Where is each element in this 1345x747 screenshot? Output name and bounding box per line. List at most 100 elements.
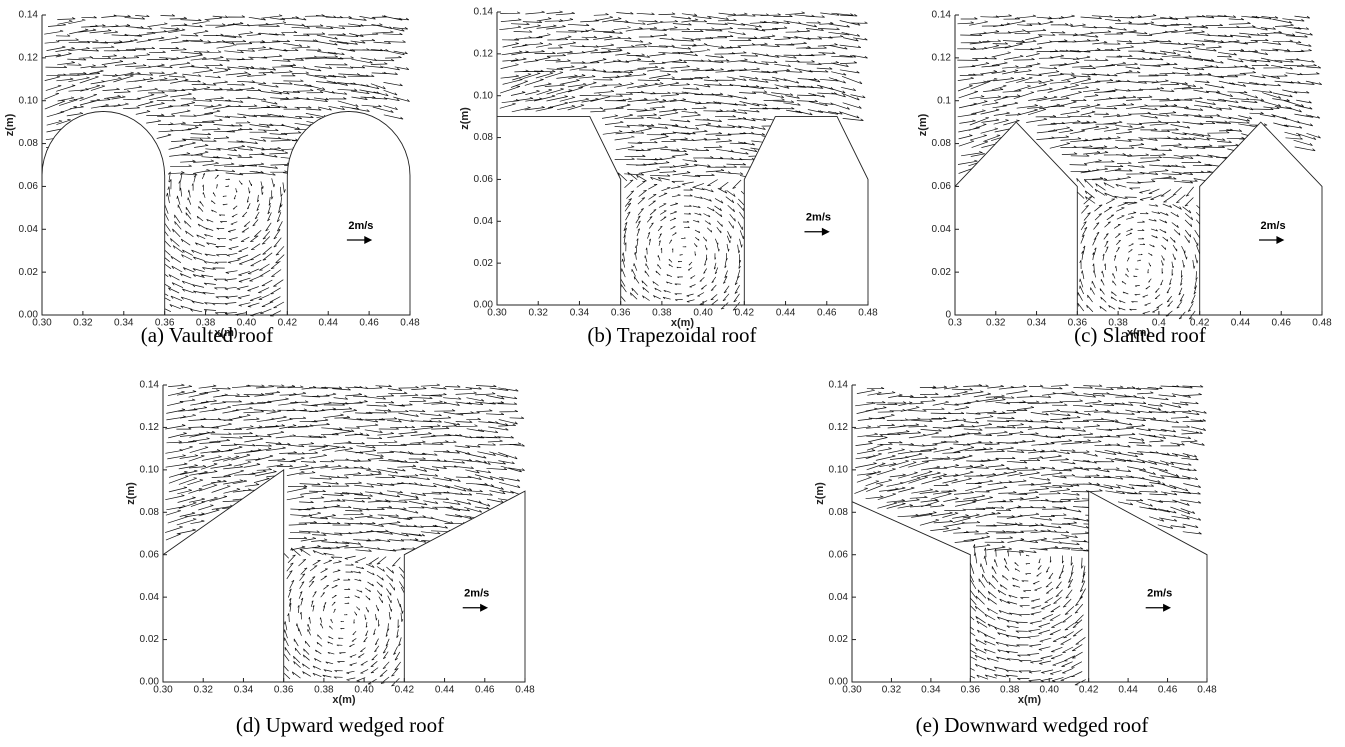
y-tick-label: 0.06 (829, 549, 849, 560)
x-tick-label: 0.36 (961, 685, 981, 696)
reference-label: 2m/s (464, 588, 489, 600)
y-tick-label: 0.12 (829, 422, 849, 433)
x-tick-label: 0.44 (1118, 685, 1138, 696)
x-tick-label: 0.40 (693, 308, 713, 319)
building (497, 117, 621, 305)
x-tick-label: 0.34 (570, 308, 590, 319)
building (42, 111, 165, 315)
x-tick-label: 0.48 (1312, 318, 1332, 329)
x-tick-label: 0.44 (435, 685, 455, 696)
x-tick-label: 0.32 (882, 685, 902, 696)
figure: 0.300.320.340.360.380.400.420.440.460.48… (0, 0, 1345, 747)
x-axis-label: x(m) (1018, 694, 1042, 706)
y-tick-label: 0.12 (19, 52, 39, 63)
y-tick-label: 0.02 (19, 267, 39, 278)
caption: (c) Slanted roof (1074, 323, 1206, 347)
y-axis-label: z(m) (917, 113, 929, 136)
building (955, 122, 1077, 315)
y-tick-label: 0.14 (829, 380, 849, 391)
y-tick-label: 0.12 (474, 48, 494, 59)
x-tick-label: 0.42 (395, 685, 415, 696)
x-tick-label: 0.42 (278, 318, 298, 329)
x-tick-label: 0.44 (776, 308, 796, 319)
y-tick-label: 0.08 (140, 507, 160, 518)
y-tick-label: 0.00 (474, 300, 494, 311)
x-tick-label: 0.44 (318, 318, 338, 329)
y-tick-label: 0.00 (140, 677, 160, 688)
y-tick-label: 0.06 (140, 549, 160, 560)
x-tick-label: 0.44 (1231, 318, 1251, 329)
y-tick-label: 0.06 (474, 174, 494, 185)
x-tick-label: 0.32 (193, 685, 213, 696)
x-tick-label: 0.32 (986, 318, 1006, 329)
x-tick-label: 0.40 (1039, 685, 1059, 696)
x-tick-label: 0.46 (475, 685, 495, 696)
y-tick-label: 0.14 (932, 10, 952, 21)
y-tick-label: 0.12 (140, 422, 160, 433)
building (852, 502, 970, 682)
y-tick-label: 0.14 (474, 7, 494, 18)
building (287, 111, 410, 315)
x-tick-label: 0.42 (1079, 685, 1099, 696)
x-tick-label: 0.46 (1271, 318, 1291, 329)
reference-label: 2m/s (348, 220, 373, 232)
y-tick-label: 0.02 (474, 258, 494, 269)
y-tick-label: 0.02 (932, 267, 952, 278)
y-tick-label: 0.08 (829, 507, 849, 518)
x-tick-label: 0.42 (735, 308, 755, 319)
x-tick-label: 0.34 (114, 318, 134, 329)
x-tick-label: 0.48 (858, 308, 878, 319)
x-tick-label: 0.48 (1197, 685, 1217, 696)
reference-label: 2m/s (1147, 588, 1172, 600)
x-tick-label: 0.34 (234, 685, 254, 696)
building (1200, 122, 1322, 315)
reference-label: 2m/s (1260, 220, 1285, 232)
caption: (e) Downward wedged roof (916, 713, 1149, 737)
y-tick-label: 0.10 (19, 95, 39, 106)
y-tick-label: 0.10 (474, 90, 494, 101)
x-tick-label: 0.36 (274, 685, 294, 696)
y-tick-label: 0 (945, 310, 951, 321)
y-tick-label: 0.02 (829, 634, 849, 645)
y-tick-label: 0.00 (19, 310, 39, 321)
page: {"chart_data":[ {"type":"vector","captio… (0, 0, 1345, 747)
x-tick-label: 0.36 (611, 308, 631, 319)
x-tick-label: 0.38 (314, 685, 334, 696)
x-tick-label: 0.46 (1158, 685, 1178, 696)
y-tick-label: 0.02 (140, 634, 160, 645)
building (404, 491, 525, 682)
x-tick-label: 0.48 (400, 318, 420, 329)
y-tick-label: 0.04 (829, 592, 849, 603)
x-tick-label: 0.48 (515, 685, 535, 696)
y-tick-label: 0.1 (937, 95, 951, 106)
reference-label: 2m/s (806, 212, 831, 224)
caption: (b) Trapezoidal roof (587, 323, 756, 347)
y-tick-label: 0.04 (474, 216, 494, 227)
x-tick-label: 0.32 (73, 318, 93, 329)
y-tick-label: 0.10 (829, 464, 849, 475)
y-axis-label: z(m) (4, 113, 16, 136)
y-tick-label: 0.00 (829, 677, 849, 688)
y-axis-label: z(m) (459, 107, 471, 130)
y-tick-label: 0.08 (19, 138, 39, 149)
x-tick-label: 0.34 (1027, 318, 1047, 329)
y-tick-label: 0.06 (932, 181, 952, 192)
y-tick-label: 0.04 (932, 224, 952, 235)
y-tick-label: 0.14 (19, 10, 39, 21)
y-axis-label: z(m) (814, 482, 826, 505)
y-axis-label: z(m) (125, 482, 137, 505)
y-tick-label: 0.10 (140, 464, 160, 475)
caption: (a) Vaulted roof (141, 323, 274, 347)
x-tick-label: 0.32 (528, 308, 548, 319)
y-tick-label: 0.12 (932, 52, 952, 63)
y-tick-label: 0.14 (140, 380, 160, 391)
building (1089, 491, 1207, 682)
y-tick-label: 0.06 (19, 181, 39, 192)
x-axis-label: x(m) (332, 694, 356, 706)
x-tick-label: 0.38 (652, 308, 672, 319)
